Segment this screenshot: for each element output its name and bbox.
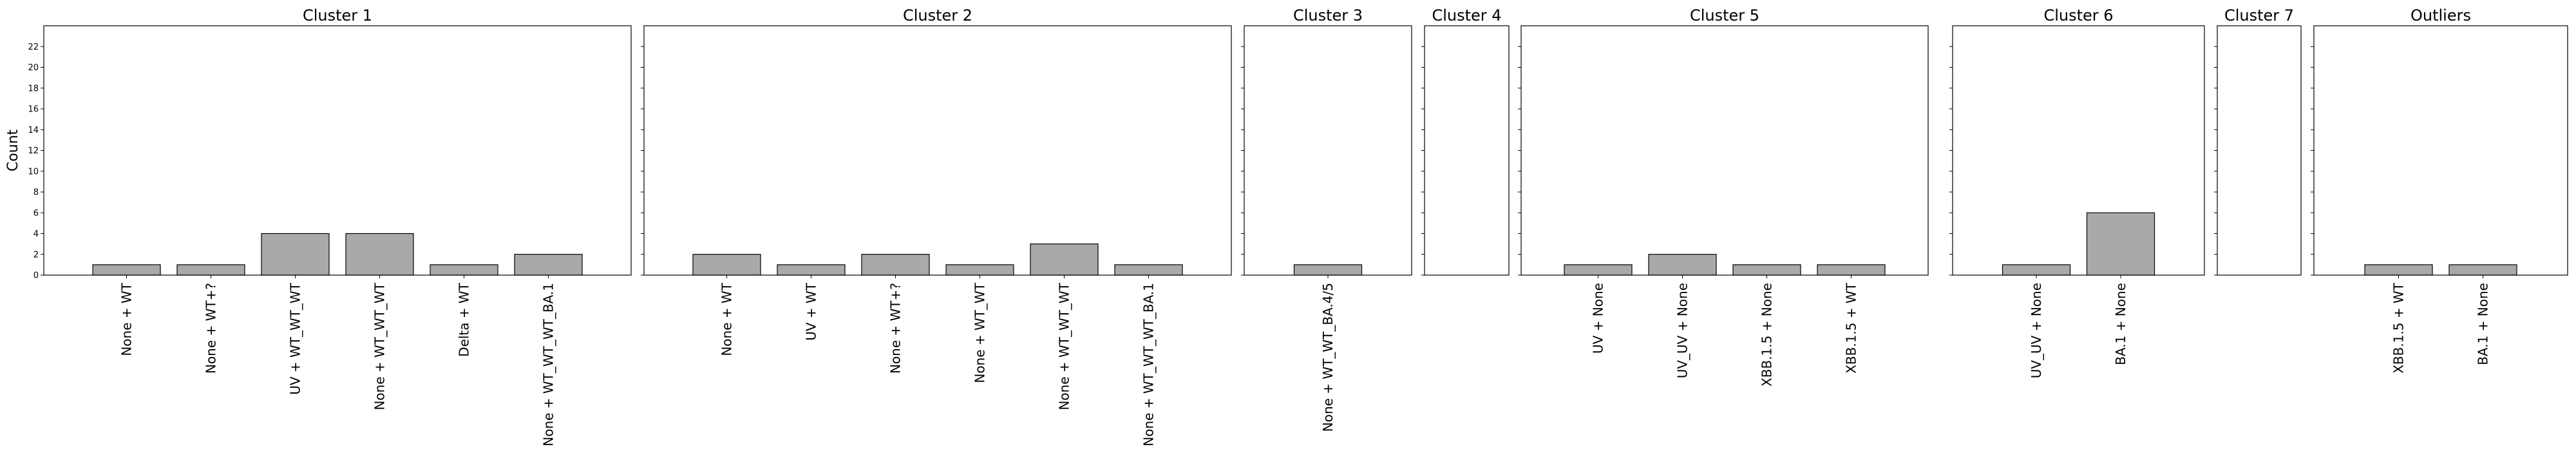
bar <box>2086 212 2155 276</box>
bar <box>1030 244 1099 276</box>
panel-1: Cluster 1 0 2 4 6 8 10 12 14 16 18 20 22 None + WT Non… <box>28 6 632 446</box>
bar <box>1114 264 1183 276</box>
x-tick-label: None + WT_WT <box>972 282 988 383</box>
x-tick-label: None + WT_WT_WT <box>372 282 388 410</box>
y-tick-label: 4 <box>33 229 39 239</box>
bar <box>692 254 761 276</box>
bar <box>1293 264 1363 276</box>
x-tick-label: Delta + WT <box>457 282 472 357</box>
x-tick-label: None + WT+? <box>204 283 219 374</box>
y-tick-label: 22 <box>28 43 39 52</box>
x-tick-label: UV + WT <box>804 282 819 341</box>
bar <box>1732 264 1801 276</box>
bar <box>261 233 330 276</box>
x-tick-label: None + WT <box>119 282 135 356</box>
panel-title: Cluster 3 <box>1293 6 1363 24</box>
x-tick-label: XBB.1.5 + None <box>1759 283 1775 387</box>
panel-frame <box>2313 25 2568 276</box>
x-tick-label: UV + WT_WT_WT <box>288 282 303 395</box>
x-tick-label: UV + None <box>1591 283 1606 354</box>
panel-frame <box>1520 25 1929 276</box>
panel-title: Cluster 4 <box>1432 6 1501 24</box>
x-tick-label: UV_UV + None <box>1675 283 1690 378</box>
bar <box>1564 264 1633 276</box>
panel-7: Cluster 7 <box>2214 6 2302 276</box>
bar <box>92 264 161 276</box>
x-tick-label: None + WT <box>719 282 735 356</box>
panel-title: Cluster 6 <box>2043 6 2113 24</box>
panel-title: Cluster 2 <box>903 6 972 24</box>
x-tick-label: None + WT_WT_WT_BA.1 <box>1141 283 1157 446</box>
panel-frame <box>2217 25 2302 276</box>
x-tick-label: None + WT_WT_WT_BA.1 <box>541 283 556 446</box>
x-tick-label: None + WT_WT_WT <box>1057 282 1072 410</box>
bar <box>345 233 414 276</box>
panel-6: Cluster 6 UV_UV + None BA.1 + None <box>1949 6 2205 378</box>
panel-frame <box>643 25 1232 276</box>
bar <box>861 254 930 276</box>
y-tick-label: 16 <box>28 105 39 115</box>
y-tick-label: 0 <box>33 271 39 281</box>
y-tick-label: 20 <box>28 63 39 73</box>
x-tick-label: BA.1 + None <box>2476 283 2491 365</box>
y-tick-label: 8 <box>33 188 39 198</box>
y-tick-label: 18 <box>28 84 39 93</box>
y-tick-label: 14 <box>28 126 39 135</box>
chart-panels: Cluster 1 0 2 4 6 8 10 12 14 16 18 20 22 None + WT Non… <box>28 6 2568 446</box>
panel-frame <box>43 25 632 276</box>
bar <box>514 254 583 276</box>
panel-frame <box>1244 25 1412 276</box>
x-tick-label: XBB.1.5 + WT <box>2391 282 2407 374</box>
panel-4: Cluster 4 <box>1421 6 1510 276</box>
bar <box>777 264 846 276</box>
panel-frame <box>1952 25 2205 276</box>
panel-title: Outliers <box>2410 6 2471 24</box>
panel-title: Cluster 1 <box>303 6 372 24</box>
bar <box>2448 264 2517 276</box>
bar <box>2364 264 2433 276</box>
bar <box>176 264 245 276</box>
y-tick-label: 2 <box>33 250 39 260</box>
y-tick-label: 12 <box>28 146 39 156</box>
x-tick-label: BA.1 + None <box>2113 283 2128 365</box>
panel-8: Outliers XBB.1.5 + WT BA.1 + None <box>2311 6 2568 374</box>
x-tick-label: XBB.1.5 + WT <box>1844 282 1859 374</box>
bar <box>1817 264 1886 276</box>
panel-2: Cluster 2 None + WT UV + WT None + WT+? None… <box>641 6 1232 446</box>
bar <box>430 264 498 276</box>
bar <box>945 264 1014 276</box>
bar <box>1648 254 1717 276</box>
panel-3: Cluster 3 None + WT_WT_BA.4/5 <box>1241 6 1412 432</box>
x-tick-label: None + WT+? <box>888 283 904 374</box>
x-tick-label: None + WT_WT_BA.4/5 <box>1320 283 1336 432</box>
panel-title: Cluster 5 <box>1690 6 1759 24</box>
bar <box>2002 264 2071 276</box>
panel-frame <box>1424 25 1510 276</box>
y-tick-label: 6 <box>33 209 39 218</box>
panel-title: Cluster 7 <box>2224 6 2294 24</box>
panel-5: Cluster 5 UV + None UV_UV + None XBB.1.5 + … <box>1518 6 1929 387</box>
y-axis-label: Count <box>5 129 21 171</box>
x-tick-label: UV_UV + None <box>2029 283 2044 378</box>
y-tick-label: 10 <box>28 167 39 177</box>
